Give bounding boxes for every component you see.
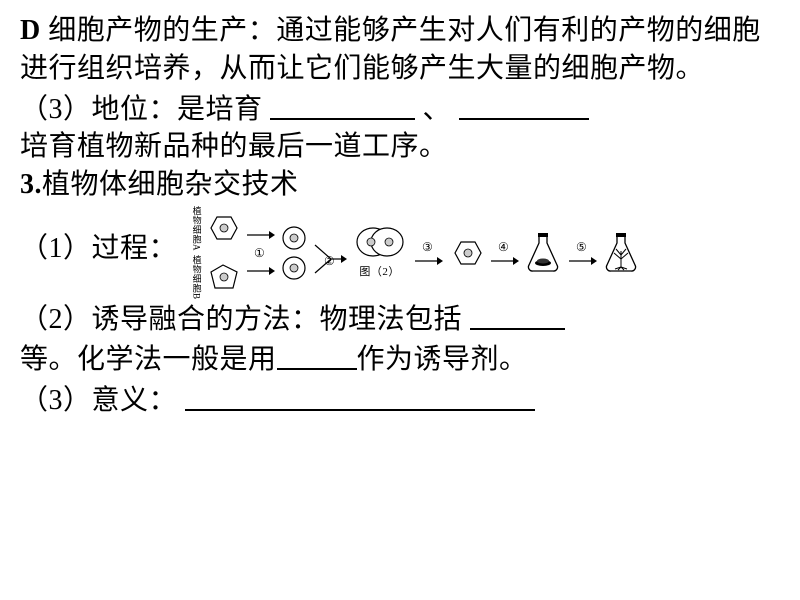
induce-num: （2） — [20, 304, 92, 335]
item-3-tail: 培育植物新品种的最后一道工序。 — [20, 131, 448, 162]
signif-num: （3） — [20, 385, 92, 416]
item-d-text: 细胞产物的生产：通过能够产生对人们有利的产物的细胞进行组织培养，从而让它们能够产… — [20, 15, 761, 84]
protoplast-a-icon — [281, 225, 307, 251]
arrow-icon — [489, 255, 519, 267]
item-3-label: 地位：是培育 — [92, 94, 263, 125]
step-2-label: ② — [324, 253, 335, 269]
signif-label: 意义： — [92, 385, 178, 416]
induce-label2: 等。化学法一般是用 — [20, 344, 277, 375]
hex-cell-a-icon — [205, 213, 239, 243]
sec3-num: 3. — [20, 169, 42, 200]
protoplast-b-icon — [281, 255, 307, 281]
item-3-num: （3） — [20, 94, 92, 125]
blank-5 — [185, 381, 535, 411]
hybrid-cell-icon — [449, 238, 483, 268]
arrow-icon — [567, 255, 597, 267]
flask-plant-icon — [603, 231, 639, 275]
item-d-label: D — [20, 15, 41, 46]
item-3-sep: 、 — [423, 94, 452, 125]
fused-cell-icon — [353, 225, 407, 259]
process-diagram: 植物细胞A 植物细胞B ① — [191, 206, 639, 300]
sec3-title: 植物体细胞杂交技术 — [42, 169, 299, 200]
proc-num: （1） — [20, 233, 92, 264]
step-3-label: ③ — [422, 239, 433, 255]
step-4-label: ④ — [498, 239, 509, 255]
content-block: D 细胞产物的生产：通过能够产生对人们有利的产物的细胞进行组织培养，从而让它们能… — [20, 12, 780, 420]
blank-4 — [277, 340, 357, 370]
arrow-icon — [245, 229, 275, 241]
penta-cell-b-icon — [205, 262, 239, 292]
induce-label3: 作为诱导剂。 — [357, 344, 528, 375]
arrow-icon — [413, 255, 443, 267]
blank-3 — [470, 300, 565, 330]
proc-label: 过程： — [92, 233, 178, 264]
vlabel-a: 植物细胞A — [191, 206, 203, 251]
step-5-label: ⑤ — [576, 239, 587, 255]
flask-callus-icon — [525, 231, 561, 275]
induce-label1: 诱导融合的方法：物理法包括 — [92, 304, 463, 335]
arrow-icon — [245, 265, 275, 277]
step-1-label: ① — [254, 245, 265, 261]
blank-2 — [459, 90, 589, 120]
blank-1 — [270, 90, 415, 120]
vlabel-b: 植物细胞B — [191, 255, 203, 300]
figure-caption: 图（2） — [359, 265, 400, 280]
